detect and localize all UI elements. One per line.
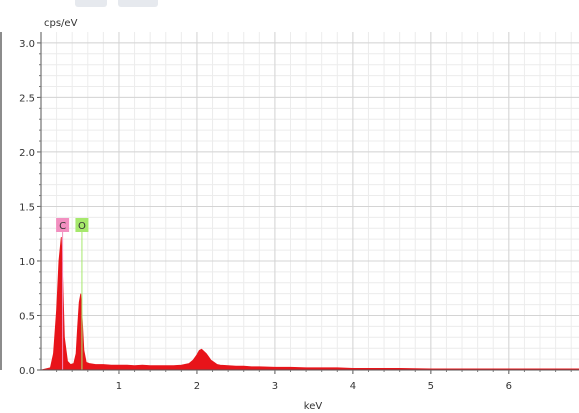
x-tick-label: 5 — [428, 381, 434, 392]
x-tick-label: 6 — [506, 381, 512, 392]
y-tick-label: 0.0 — [19, 366, 35, 377]
marker-box-C — [56, 218, 70, 232]
marker-label-O: O — [78, 221, 86, 232]
window-tab-1[interactable] — [75, 0, 107, 7]
y-tick-label: 1.5 — [19, 202, 35, 213]
window-tab-2[interactable] — [118, 0, 158, 7]
y-tick-label: 1.0 — [19, 257, 35, 268]
plot-background — [41, 32, 579, 370]
spectrum-area — [40, 236, 579, 371]
x-tick-label: 2 — [194, 381, 200, 392]
y-tick-label: 2.5 — [19, 93, 35, 104]
grid-major — [41, 32, 579, 370]
y-tick-label: 2.0 — [19, 148, 35, 159]
marker-label-C: C — [59, 221, 66, 232]
x-axis-ticks: 1 2 3 4 5 6 — [56, 370, 572, 392]
x-axis-title: keV — [304, 401, 323, 412]
series-layer — [40, 236, 579, 371]
y-axis-ticks: 0.0 0.5 1.0 1.5 2.0 2.5 3.0 — [19, 39, 41, 377]
y-tick-label: 0.5 — [19, 311, 35, 322]
panel-edge — [0, 32, 2, 370]
x-tick-label: 1 — [116, 381, 122, 392]
y-axis-title: cps/eV — [44, 18, 78, 29]
marker-box-O — [75, 218, 89, 232]
x-tick-label: 3 — [272, 381, 278, 392]
x-tick-label: 4 — [350, 381, 356, 392]
y-tick-label: 3.0 — [19, 39, 35, 50]
